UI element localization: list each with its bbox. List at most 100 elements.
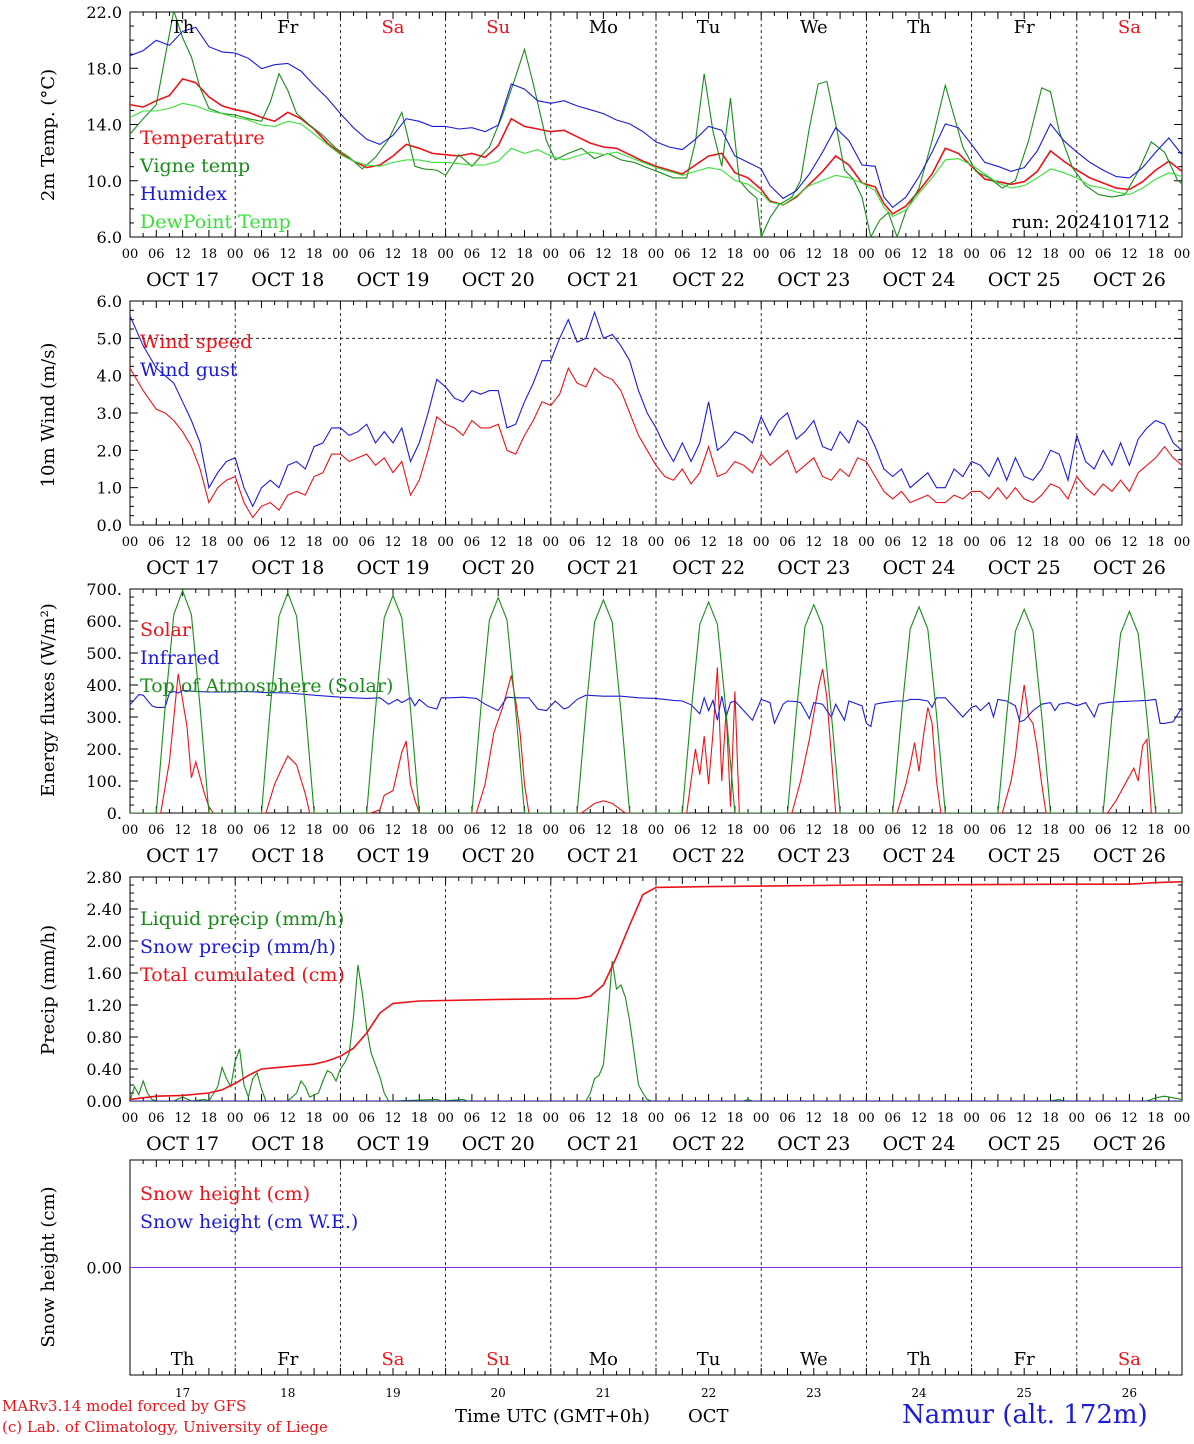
hour-tick-label: 06	[1095, 1111, 1112, 1126]
legend-entry: Snow height (cm W.E.)	[140, 1211, 358, 1233]
hour-tick-label: 06	[779, 823, 796, 838]
run-label: run: 2024101712	[1012, 212, 1170, 233]
hour-tick-label: 18	[516, 247, 533, 262]
hour-tick-label: 06	[674, 1111, 691, 1126]
date-label: OCT 26	[1093, 1133, 1166, 1155]
hour-tick-label: 06	[569, 823, 586, 838]
hour-tick-label: 18	[201, 535, 218, 550]
hour-tick-label: 06	[1095, 247, 1112, 262]
hour-tick-label: 12	[1121, 535, 1138, 550]
series-line-wind-speed	[130, 366, 1182, 519]
date-label: OCT 19	[356, 845, 429, 867]
hour-tick-label: 12	[385, 247, 402, 262]
y-tick-label: 3.0	[97, 404, 122, 423]
hour-tick-label: 18	[411, 1111, 428, 1126]
y-tick-label: 600.	[86, 612, 122, 631]
hour-tick-label: 00	[332, 823, 349, 838]
hour-tick-label: 12	[490, 247, 507, 262]
y-tick-label: 0.80	[86, 1028, 122, 1047]
day-name-label: Th	[171, 1349, 195, 1370]
hour-tick-label: 18	[1042, 247, 1059, 262]
date-label: OCT 20	[462, 557, 535, 579]
hour-tick-label: 12	[595, 247, 612, 262]
hour-tick-label: 00	[1174, 1111, 1191, 1126]
date-label: OCT 18	[251, 557, 324, 579]
hour-tick-label: 18	[937, 535, 954, 550]
hour-tick-label: 12	[174, 535, 191, 550]
y-tick-label: 0.00	[86, 1092, 122, 1111]
y-tick-label: 700.	[86, 580, 122, 599]
day-number-label: 21	[596, 1386, 611, 1400]
hour-tick-label: 00	[543, 247, 560, 262]
hour-tick-label: 06	[358, 823, 375, 838]
hour-tick-label: 00	[648, 247, 665, 262]
y-tick-label: 0.0	[97, 516, 122, 535]
series-line-wind-gust	[130, 310, 1182, 508]
y-tick-label: 2.00	[86, 932, 122, 951]
date-label: OCT 25	[988, 557, 1061, 579]
y-tick-label: 14.0	[86, 116, 122, 135]
date-label: OCT 24	[882, 1133, 955, 1155]
hour-tick-label: 12	[806, 823, 823, 838]
hour-tick-label: 12	[595, 1111, 612, 1126]
hour-tick-label: 00	[1069, 823, 1086, 838]
hour-tick-label: 12	[385, 1111, 402, 1126]
hour-tick-label: 00	[1174, 535, 1191, 550]
hour-tick-label: 00	[753, 1111, 770, 1126]
hour-tick-label: 00	[858, 535, 875, 550]
series-line-infrared	[130, 689, 1182, 728]
legend-entry: Solar	[140, 619, 192, 641]
hour-tick-label: 06	[569, 535, 586, 550]
legend-entry: Snow height (cm)	[140, 1183, 310, 1205]
day-number-label: 24	[911, 1386, 927, 1400]
hour-tick-label: 06	[884, 247, 901, 262]
hour-tick-label: 18	[621, 535, 638, 550]
hour-tick-label: 18	[411, 535, 428, 550]
hour-tick-label: 18	[201, 247, 218, 262]
legend-entry: Wind speed	[140, 331, 252, 353]
hour-tick-label: 00	[858, 1111, 875, 1126]
hour-tick-label: 00	[227, 247, 244, 262]
y-tick-label: 2.80	[86, 868, 122, 887]
hour-tick-label: 12	[280, 535, 297, 550]
series-line-top-of-atmosphere-solar-	[130, 589, 1182, 813]
hour-tick-label: 00	[858, 247, 875, 262]
hour-tick-label: 06	[253, 535, 270, 550]
hour-tick-label: 12	[280, 1111, 297, 1126]
hour-tick-label: 18	[832, 1111, 849, 1126]
day-name-label: Th	[907, 1349, 931, 1370]
day-name-label: Sa	[381, 1349, 404, 1370]
legend-entry: Liquid precip (mm/h)	[140, 908, 344, 930]
y-tick-label: 4.0	[97, 367, 122, 386]
hour-tick-label: 06	[253, 1111, 270, 1126]
y-tick-label: 200.	[86, 740, 122, 759]
y-tick-label: 300.	[86, 708, 122, 727]
date-label: OCT 22	[672, 269, 745, 291]
hour-tick-label: 06	[148, 823, 165, 838]
hour-tick-label: 00	[122, 1111, 139, 1126]
panel-frame	[129, 300, 1183, 526]
hour-tick-label: 06	[464, 535, 481, 550]
hour-tick-label: 06	[148, 535, 165, 550]
date-label: OCT 22	[672, 557, 745, 579]
date-label: OCT 20	[462, 269, 535, 291]
y-tick-label: 2.40	[86, 900, 122, 919]
date-label: OCT 19	[356, 557, 429, 579]
hour-tick-label: 12	[490, 1111, 507, 1126]
x-axis-title: Time UTC (GMT+0h)	[455, 1406, 650, 1427]
lab-credit: (c) Lab. of Climatology, University of L…	[2, 1418, 328, 1436]
hour-tick-label: 06	[253, 247, 270, 262]
day-number-label: 26	[1122, 1386, 1137, 1400]
y-tick-label: 1.20	[86, 996, 122, 1015]
day-name-label: Fr	[277, 17, 298, 38]
hour-tick-label: 00	[437, 1111, 454, 1126]
y-tick-label: 400.	[86, 676, 122, 695]
day-name-label: We	[800, 1349, 828, 1370]
date-label: OCT 23	[777, 557, 850, 579]
date-label: OCT 25	[988, 269, 1061, 291]
day-number-label: 17	[175, 1386, 190, 1400]
hour-tick-label: 00	[648, 823, 665, 838]
date-label: OCT 21	[567, 1133, 640, 1155]
hour-tick-label: 12	[806, 535, 823, 550]
